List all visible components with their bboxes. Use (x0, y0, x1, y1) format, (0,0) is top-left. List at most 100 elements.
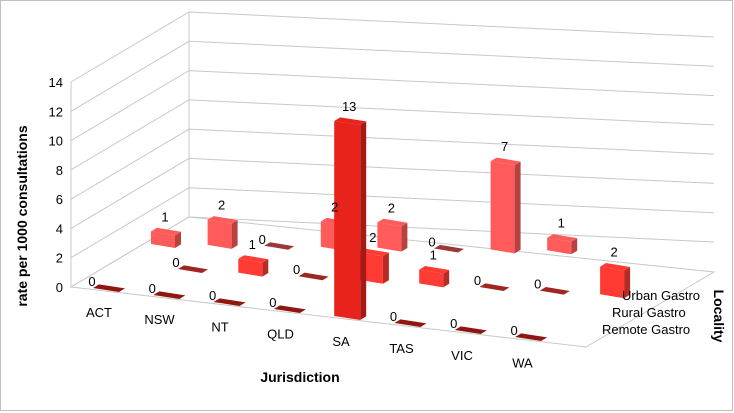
gridline-10 (70, 70, 715, 142)
y-tick-label-0: 0 (56, 280, 63, 295)
bar-urban-gastro-wa (547, 237, 572, 255)
bar-remote-gastro-sa (334, 121, 361, 320)
data-label-urban-gastro-tas: 0 (428, 235, 435, 250)
y-tick-label-8: 8 (56, 163, 63, 178)
bar-top-urban-gastro-nsw (207, 216, 238, 224)
bar-top-remote-gastro-wa (515, 333, 548, 341)
data-label-remote-gastro-sa: 13 (342, 99, 356, 114)
y-tick-label-2: 2 (56, 251, 63, 266)
bar-side-urban-gastro-wa (571, 238, 578, 255)
data-label-rural-gastro-wa: 2 (610, 245, 617, 260)
z-axis-title: Locality (711, 290, 727, 343)
y-tick-label-10: 10 (49, 134, 63, 149)
y-tick-label-14: 14 (49, 75, 63, 90)
y-tick-label-4: 4 (56, 221, 63, 236)
bar-top-rural-gastro-nsw (238, 255, 269, 263)
bar-top-rural-gastro-sa (419, 266, 450, 274)
data-label-remote-gastro-nsw: 0 (149, 281, 156, 296)
series-label-remote-gastro: Remote Gastro (602, 322, 690, 337)
floor-outline (69, 216, 716, 348)
bar-side-urban-gastro-act (175, 231, 181, 248)
bar-side-rural-gastro-sa (443, 270, 450, 288)
data-label-remote-gastro-nt: 0 (209, 288, 216, 303)
bar-top-rural-gastro-wa (600, 263, 631, 271)
bar-top-remote-gastro-nt (213, 298, 246, 306)
data-label-rural-gastro-sa: 1 (430, 248, 437, 263)
bars (93, 117, 631, 341)
bar-side-remote-gastro-sa (360, 121, 367, 321)
bar-top-remote-gastro-nsw (153, 291, 186, 299)
bar-rural-gastro-sa (419, 269, 444, 288)
bar-top-rural-gastro-tas (479, 283, 510, 291)
data-label-remote-gastro-act: 0 (88, 274, 95, 289)
data-label-remote-gastro-tas: 0 (390, 309, 397, 324)
gridlines (70, 11, 715, 288)
data-label-urban-gastro-nt: 0 (259, 232, 266, 247)
bar-urban-gastro-sa (377, 222, 402, 252)
bar-urban-gastro-nsw (207, 219, 232, 249)
y-tick-label-12: 12 (49, 104, 63, 119)
bar-top-rural-gastro-vic (539, 287, 570, 295)
data-label-urban-gastro-sa: 2 (388, 200, 395, 215)
x-axis-title: Jurisdiction (260, 369, 339, 385)
bar-top-remote-gastro-qld (273, 305, 306, 313)
x-tick-label-wa: WA (512, 355, 533, 370)
bar-top-remote-gastro-tas (394, 319, 427, 327)
x-tick-label-vic: VIC (451, 348, 473, 363)
x-tick-label-sa: SA (332, 334, 350, 349)
bar-side-rural-gastro-nsw (262, 259, 269, 277)
data-label-remote-gastro-wa: 0 (510, 323, 517, 338)
x-tick-label-tas: TAS (389, 341, 414, 356)
bar-rural-gastro-nsw (238, 258, 263, 277)
bar-top-rural-gastro-qld (358, 248, 389, 257)
bar-top-urban-gastro-vic (490, 157, 521, 166)
data-label-rural-gastro-nt: 0 (293, 262, 300, 277)
chart-floor (69, 216, 716, 348)
x-tick-label-qld: QLD (267, 327, 294, 342)
bar-top-remote-gastro-sa (334, 117, 367, 125)
bar-side-rural-gastro-qld (382, 252, 389, 284)
gridline-12 (70, 40, 715, 112)
bar-rural-gastro-wa (600, 266, 625, 299)
gridline-6 (70, 128, 715, 200)
data-label-rural-gastro-act: 0 (172, 255, 179, 270)
x-tick-label-act: ACT (86, 305, 112, 320)
y-axis-title: rate per 1000 consultations (14, 125, 30, 307)
data-label-urban-gastro-vic: 7 (501, 139, 508, 154)
bar-side-urban-gastro-vic (514, 161, 521, 254)
data-label-rural-gastro-vic: 0 (534, 277, 541, 292)
series-label-rural-gastro: Rural Gastro (612, 305, 686, 320)
bar-top-remote-gastro-act (93, 284, 125, 292)
data-label-urban-gastro-nsw: 2 (218, 198, 225, 213)
data-label-urban-gastro-wa: 1 (558, 216, 565, 231)
bar-top-rural-gastro-nt (298, 272, 329, 281)
data-label-urban-gastro-qld: 2 (331, 200, 338, 215)
bar-side-urban-gastro-nsw (231, 220, 238, 249)
y-tick-label-6: 6 (56, 192, 63, 207)
bar-urban-gastro-vic (490, 161, 515, 254)
bar-urban-gastro-act (151, 231, 175, 248)
data-label-remote-gastro-qld: 0 (269, 295, 276, 310)
bar-top-urban-gastro-act (151, 227, 181, 236)
bar-side-urban-gastro-sa (401, 222, 408, 252)
x-tick-label-nt: NT (211, 319, 228, 334)
data-label-rural-gastro-nsw: 1 (249, 237, 256, 252)
data-label-rural-gastro-qld: 2 (369, 230, 376, 245)
bar-top-urban-gastro-nt (264, 242, 295, 250)
bar-top-urban-gastro-sa (377, 218, 408, 227)
gridline-14 (70, 11, 715, 83)
data-label-remote-gastro-vic: 0 (450, 316, 457, 331)
series-label-urban-gastro: Urban Gastro (622, 288, 700, 303)
bar-top-urban-gastro-tas (434, 244, 464, 253)
data-label-rural-gastro-tas: 0 (474, 273, 481, 288)
bar-side-rural-gastro-wa (624, 267, 631, 299)
bar-top-remote-gastro-vic (454, 326, 487, 334)
bar-top-urban-gastro-wa (547, 234, 578, 242)
gridline-8 (70, 99, 715, 171)
data-label-urban-gastro-act: 1 (161, 209, 168, 224)
x-tick-label-nsw: NSW (144, 312, 175, 327)
bar-top-rural-gastro-act (178, 265, 208, 273)
